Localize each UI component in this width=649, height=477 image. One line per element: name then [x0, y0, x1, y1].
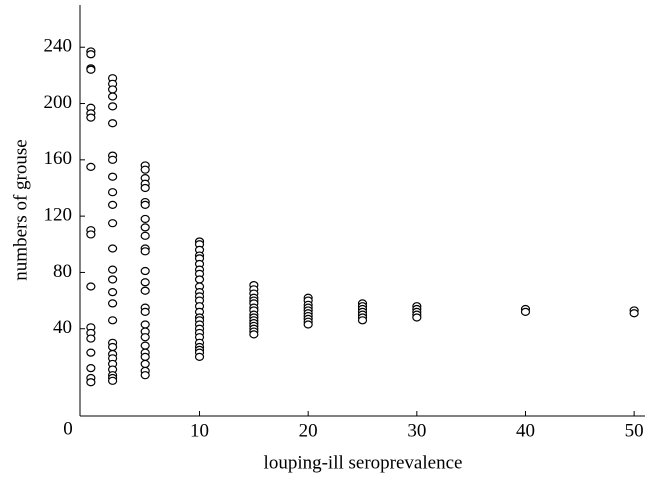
point	[107, 342, 118, 352]
point	[107, 299, 118, 308]
point	[107, 92, 118, 101]
point	[629, 309, 639, 318]
point	[107, 316, 118, 325]
point	[140, 214, 150, 224]
point	[86, 50, 96, 59]
point	[140, 371, 150, 380]
point	[107, 288, 118, 297]
point	[140, 200, 150, 209]
point	[140, 231, 150, 240]
point	[140, 286, 150, 295]
point	[107, 275, 118, 284]
point	[86, 282, 96, 291]
point	[249, 330, 259, 339]
point	[140, 352, 150, 361]
y-tick-label: 200	[44, 92, 73, 113]
point	[194, 352, 205, 361]
point	[140, 307, 150, 316]
point	[86, 162, 96, 171]
point	[140, 341, 150, 350]
y-tick-label: 40	[53, 317, 72, 338]
origin-label: 0	[63, 418, 73, 439]
point	[140, 165, 150, 174]
point	[303, 320, 313, 329]
y-axis-label: numbers of grouse	[10, 139, 31, 280]
point	[520, 307, 531, 316]
point	[140, 333, 150, 342]
y-tick-label: 120	[44, 204, 73, 225]
x-tick-label: 50	[625, 420, 644, 441]
point	[107, 188, 118, 197]
y-tick-label: 240	[44, 36, 73, 57]
y-tick-label: 80	[53, 261, 72, 282]
point	[412, 313, 422, 322]
x-tick-label: 40	[516, 420, 535, 441]
point	[140, 266, 150, 276]
point	[194, 275, 205, 284]
x-tick-label: 30	[407, 420, 426, 441]
point	[86, 230, 96, 239]
x-tick-label: 10	[190, 420, 209, 441]
point	[140, 223, 150, 232]
y-tick-label: 160	[44, 148, 73, 169]
x-axis-label: louping-ill seroprevalence	[264, 452, 463, 473]
point	[86, 348, 96, 357]
point	[140, 359, 150, 369]
point	[107, 172, 118, 181]
point	[86, 378, 96, 387]
point	[86, 364, 96, 373]
point	[86, 113, 96, 122]
point	[107, 155, 118, 164]
point	[107, 200, 118, 209]
point	[107, 265, 118, 274]
point	[86, 334, 96, 343]
point	[140, 278, 150, 287]
point	[107, 85, 118, 94]
point	[140, 247, 150, 256]
point	[107, 219, 118, 228]
point	[107, 244, 118, 253]
point	[86, 65, 96, 74]
point	[140, 320, 150, 329]
point	[107, 119, 118, 128]
point	[107, 376, 118, 385]
x-tick-label: 20	[299, 420, 318, 441]
point	[357, 316, 368, 325]
point	[107, 102, 118, 111]
point	[140, 183, 150, 193]
